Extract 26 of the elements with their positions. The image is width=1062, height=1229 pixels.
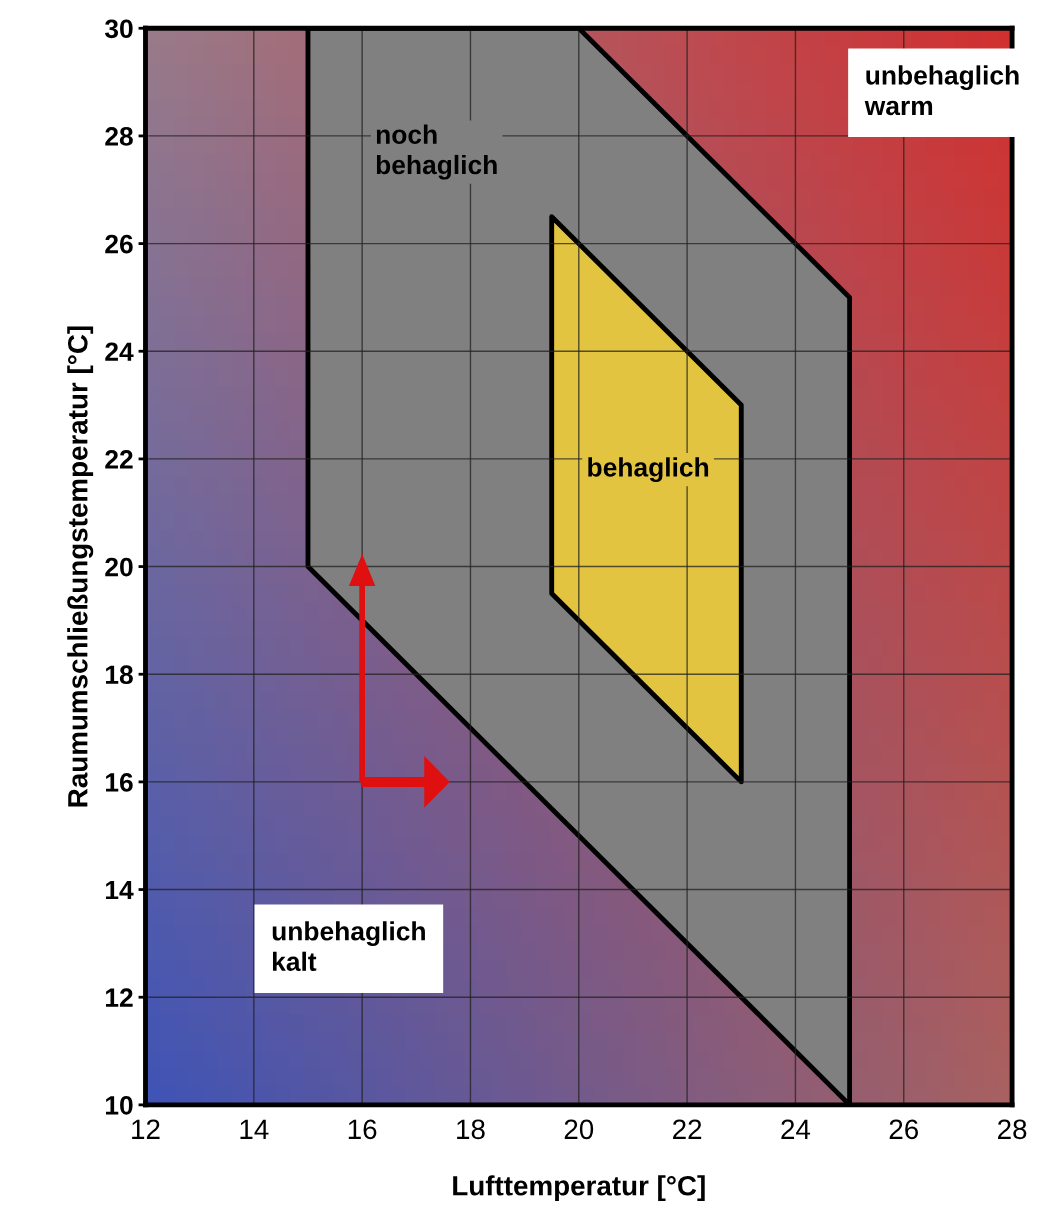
y-tick-label: 30 [104, 19, 133, 39]
y-tick-label: 14 [106, 880, 134, 900]
y-axis-title: Raumumschließungstemperatur [°C] [67, 326, 94, 807]
y-tick-label: 26 [105, 234, 133, 254]
x-tick-label: 12 [132, 1119, 160, 1139]
y-tick-label: 10 [106, 1096, 133, 1115]
x-tick-label: 28 [998, 1119, 1027, 1140]
y-tick-label: 18 [106, 665, 133, 685]
x-tick-label: 16 [348, 1119, 377, 1140]
y-tick-label: 20 [105, 557, 133, 577]
annotation: unbehaglich kalt [272, 921, 425, 972]
x-tick-label: 24 [781, 1119, 811, 1139]
y-tick-label: 22 [105, 450, 133, 469]
x-tick-label: 26 [889, 1119, 918, 1140]
annotation: noch behaglich [376, 124, 497, 180]
y-tick-label: 28 [105, 127, 133, 146]
x-tick-label: 14 [240, 1119, 269, 1139]
x-tick-label: 20 [564, 1119, 594, 1140]
y-tick-label: 12 [106, 988, 133, 1007]
x-axis-title: Lufttemperatur [°C] [453, 1175, 705, 1202]
y-tick-label: 24 [105, 342, 134, 361]
annotation: behaglich [588, 457, 709, 483]
y-tick-label: 16 [106, 773, 133, 792]
x-tick-label: 18 [457, 1119, 485, 1140]
x-tick-label: 22 [673, 1119, 702, 1139]
annotation: unbehaglich warm [864, 65, 1019, 116]
